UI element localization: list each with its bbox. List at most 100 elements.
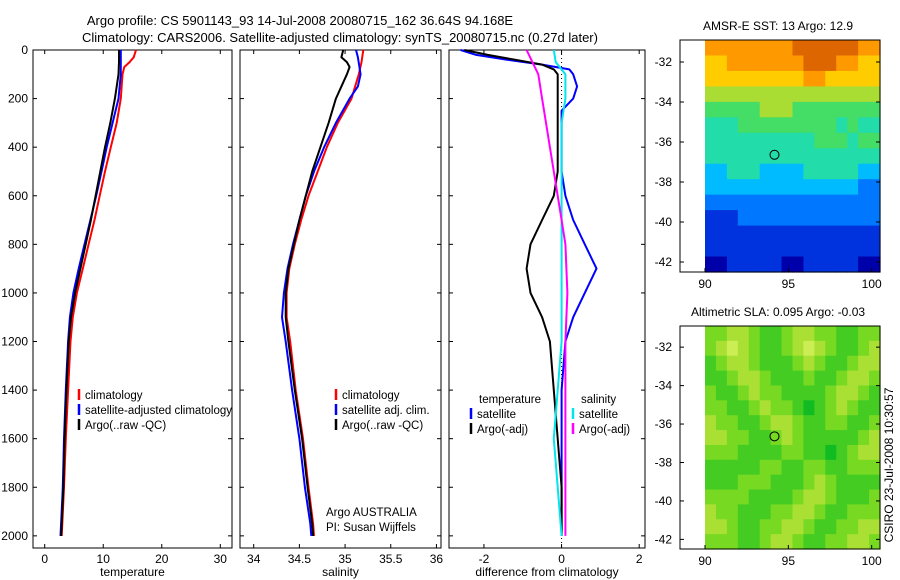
temperature-xlabel: temperature: [100, 565, 165, 579]
sla-cell: [705, 326, 717, 342]
sst-cell: [705, 179, 717, 196]
sla-cell: [825, 489, 837, 505]
sst-cell: [759, 86, 772, 103]
sst-cell: [781, 225, 794, 242]
sst-cell: [715, 179, 728, 196]
sst-cell: [858, 210, 870, 227]
temperature-legend-label: Argo(..raw -QC): [85, 420, 166, 432]
sla-cell: [726, 474, 739, 491]
sst-cell: [836, 40, 848, 57]
sla-cell: [748, 444, 761, 461]
sla-cell: [748, 534, 761, 550]
sst-map-border: [679, 39, 881, 273]
sst-cell: [705, 210, 717, 227]
sla-cell: [770, 519, 783, 535]
sst-cell: [748, 225, 761, 242]
sla-cell: [847, 444, 859, 461]
sla-cell: [825, 444, 837, 461]
sst-cell: [726, 194, 739, 211]
sla-cell: [759, 355, 772, 372]
sla-cell: [770, 326, 783, 342]
sst-cell: [836, 70, 848, 87]
sst-cell: [814, 179, 826, 196]
sla-cell: [858, 474, 870, 491]
temperature-legend-label: climatology: [85, 390, 143, 402]
sst-cell: [814, 256, 826, 273]
sst-cell: [858, 40, 870, 57]
sla-cell: [726, 400, 739, 416]
sla-cell: [726, 504, 739, 520]
sst-cell: [792, 256, 805, 273]
sla-cell: [792, 534, 805, 550]
sla-cell: [847, 355, 859, 372]
sst-cell: [770, 194, 783, 211]
sst-cell: [748, 148, 761, 165]
sst-cell: [858, 70, 870, 87]
sst-cell: [858, 148, 870, 165]
sla-cell: [803, 326, 815, 342]
sst-cell: [748, 40, 761, 57]
sst-cell: [803, 117, 815, 134]
sla-cell: [792, 444, 805, 461]
salinity-legend-label: satellite adj. clim.: [342, 405, 430, 417]
sst-cell: [705, 101, 717, 118]
sst-cell: [847, 55, 859, 72]
sla-cell: [781, 459, 794, 476]
sst-cell: [726, 132, 739, 149]
sla-cell: [836, 415, 848, 431]
sla-cell: [836, 474, 848, 491]
sst-cell: [792, 163, 805, 180]
sst-cell: [869, 86, 881, 103]
sla-lon-tick-label: 90: [698, 554, 712, 568]
sst-cell: [770, 55, 783, 72]
sla-cell: [715, 504, 728, 520]
sla-cell: [715, 326, 728, 342]
sst-cell: [770, 117, 783, 134]
sst-cell: [803, 40, 815, 57]
sla-cell: [737, 340, 750, 357]
sla-cell: [781, 519, 794, 535]
sla-cell: [781, 326, 794, 342]
sst-cell: [759, 256, 772, 273]
sla-cell: [792, 355, 805, 372]
sst-cell: [847, 256, 859, 273]
sst-cell: [715, 256, 728, 273]
sla-cell: [858, 519, 870, 535]
sla-cell: [726, 444, 739, 461]
sst-cell: [869, 256, 881, 273]
sst-cell: [705, 241, 717, 258]
sst-cell: [825, 40, 837, 57]
sst-cell: [814, 86, 826, 103]
sla-cell: [858, 444, 870, 461]
difference-series-3: [525, 49, 569, 536]
sst-cell: [825, 225, 837, 242]
salinity-xtick-label: 34.5: [288, 552, 312, 566]
salinity-xtick-label: 35: [338, 552, 352, 566]
sla-cell: [858, 430, 870, 446]
temperature-xtick-label: 30: [214, 552, 228, 566]
sla-cell: [705, 400, 717, 416]
sla-cell: [770, 474, 783, 491]
sla-cell: [847, 489, 859, 505]
salinity-annotation: Argo AUSTRALIA: [326, 507, 417, 519]
sla-cell: [847, 370, 859, 387]
sst-lon-tick-label: 95: [782, 277, 796, 291]
sst-cell: [759, 241, 772, 258]
sst-cell: [737, 256, 750, 273]
sst-cell: [781, 148, 794, 165]
sst-cell: [836, 225, 848, 242]
sla-cell: [858, 326, 870, 342]
sst-cell: [869, 163, 881, 180]
sla-cell: [748, 326, 761, 342]
sst-cell: [705, 40, 717, 57]
sla-cell: [737, 504, 750, 520]
figure-title-line1: Argo profile: CS 5901143_93 14-Jul-2008 …: [87, 13, 514, 28]
sla-cell: [726, 385, 739, 401]
depth-ytick-label: 1400: [1, 383, 28, 397]
sst-cell: [814, 194, 826, 211]
sla-cell: [715, 385, 728, 401]
sla-cell: [814, 385, 826, 401]
sla-cell: [715, 400, 728, 416]
sst-cell: [847, 132, 859, 149]
sla-cell: [792, 430, 805, 446]
